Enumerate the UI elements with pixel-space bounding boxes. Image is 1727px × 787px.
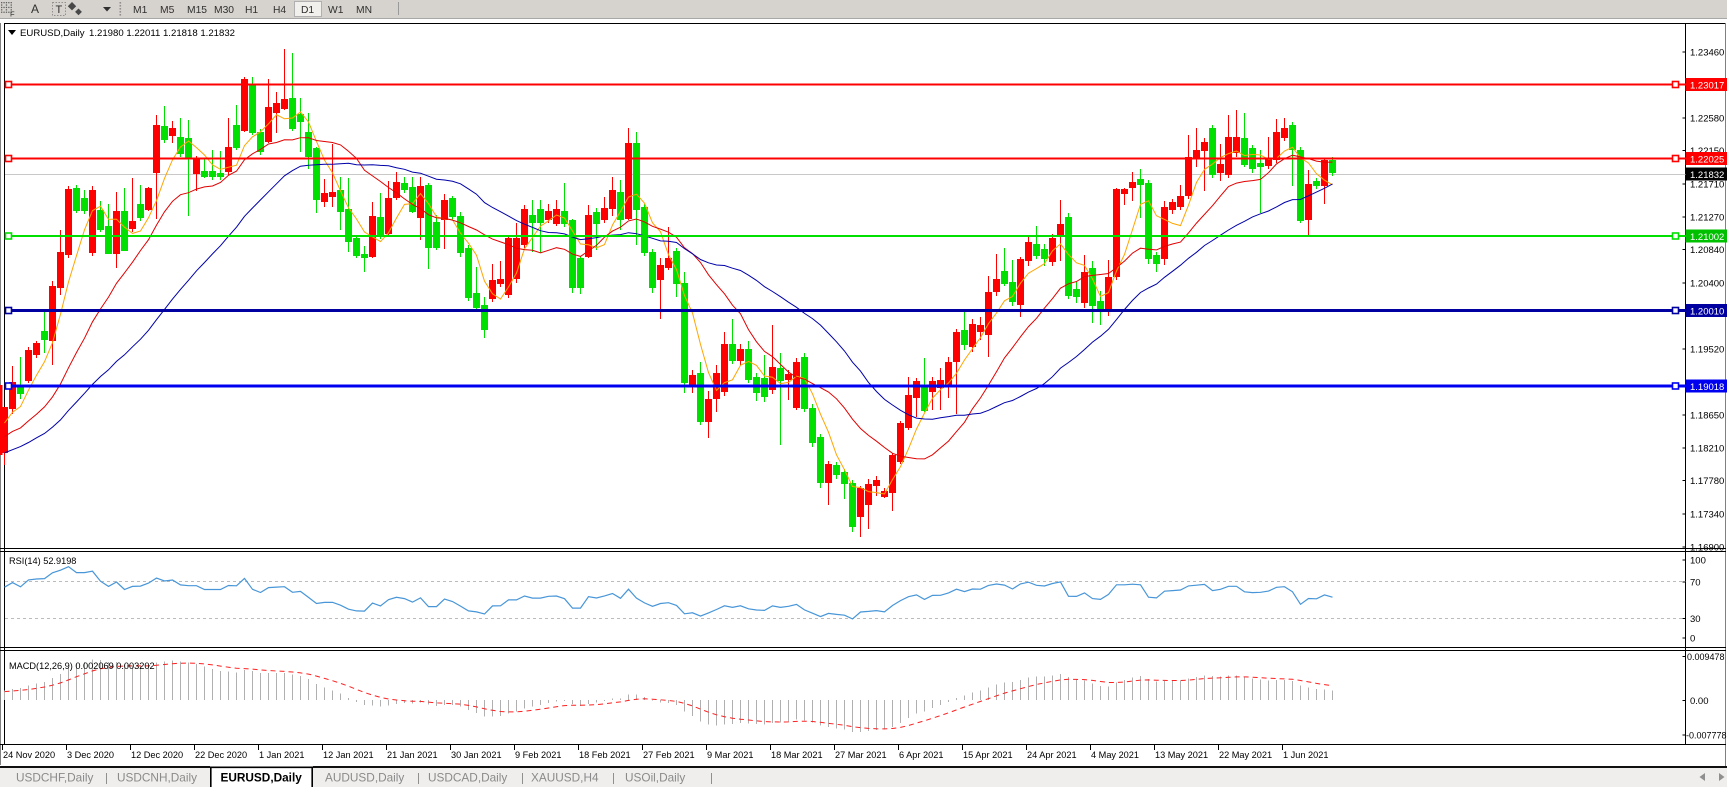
svg-text:15 Apr 2021: 15 Apr 2021 bbox=[963, 750, 1013, 760]
svg-text:22 May 2021: 22 May 2021 bbox=[1219, 750, 1272, 760]
svg-text:D1: D1 bbox=[301, 5, 314, 16]
svg-text:1.18650: 1.18650 bbox=[1690, 410, 1724, 421]
svg-text:XAUUSD,H4: XAUUSD,H4 bbox=[531, 771, 599, 785]
svg-text:100: 100 bbox=[1690, 556, 1706, 567]
svg-text:H1: H1 bbox=[245, 5, 258, 16]
svg-text:-0.007778: -0.007778 bbox=[1686, 731, 1727, 741]
svg-text:EURUSD,Daily: EURUSD,Daily bbox=[20, 28, 85, 39]
svg-text:18 Mar 2021: 18 Mar 2021 bbox=[771, 750, 823, 760]
svg-text:4 May 2021: 4 May 2021 bbox=[1091, 750, 1139, 760]
svg-text:H4: H4 bbox=[273, 5, 286, 16]
svg-text:1.20010: 1.20010 bbox=[1690, 307, 1724, 318]
svg-text:USDCNH,Daily: USDCNH,Daily bbox=[117, 771, 197, 785]
svg-text:1.21270: 1.21270 bbox=[1690, 213, 1724, 224]
svg-text:1.18210: 1.18210 bbox=[1690, 444, 1724, 455]
svg-text:|: | bbox=[710, 771, 713, 785]
svg-text:1.21980 1.22011 1.21818 1.2183: 1.21980 1.22011 1.21818 1.21832 bbox=[89, 28, 235, 39]
svg-text:1.22580: 1.22580 bbox=[1690, 114, 1724, 125]
svg-text:1.23460: 1.23460 bbox=[1690, 47, 1724, 58]
svg-text:9 Feb 2021: 9 Feb 2021 bbox=[515, 750, 562, 760]
svg-text:|: | bbox=[105, 771, 108, 785]
svg-text:MN: MN bbox=[356, 5, 372, 16]
svg-text:1.20400: 1.20400 bbox=[1690, 278, 1724, 289]
svg-text:24 Nov 2020: 24 Nov 2020 bbox=[3, 750, 55, 760]
svg-text:W1: W1 bbox=[328, 5, 344, 16]
svg-text:USDCHF,Daily: USDCHF,Daily bbox=[16, 771, 93, 785]
svg-text:F: F bbox=[10, 10, 15, 19]
svg-text:1.19018: 1.19018 bbox=[1690, 382, 1724, 393]
svg-text:USDCAD,Daily: USDCAD,Daily bbox=[428, 771, 507, 785]
svg-text:|: | bbox=[521, 771, 524, 785]
svg-text:22 Dec 2020: 22 Dec 2020 bbox=[195, 750, 247, 760]
svg-text:27 Feb 2021: 27 Feb 2021 bbox=[643, 750, 695, 760]
svg-text:USOil,Daily: USOil,Daily bbox=[625, 771, 685, 785]
svg-text:1.17780: 1.17780 bbox=[1690, 476, 1724, 487]
svg-text:18 Feb 2021: 18 Feb 2021 bbox=[579, 750, 631, 760]
svg-text:1.21710: 1.21710 bbox=[1690, 179, 1724, 190]
svg-text:9 Mar 2021: 9 Mar 2021 bbox=[707, 750, 753, 760]
svg-text:1.21832: 1.21832 bbox=[1690, 170, 1724, 181]
svg-text:1.16900: 1.16900 bbox=[1690, 543, 1724, 554]
svg-text:AUDUSD,Daily: AUDUSD,Daily bbox=[325, 771, 404, 785]
svg-text:0: 0 bbox=[1690, 634, 1695, 645]
svg-text:1.17340: 1.17340 bbox=[1690, 509, 1724, 520]
svg-text:1 Jun 2021: 1 Jun 2021 bbox=[1283, 750, 1328, 760]
svg-text:1.23017: 1.23017 bbox=[1690, 81, 1724, 92]
svg-text:0.009478: 0.009478 bbox=[1687, 652, 1725, 662]
svg-text:1 Jan 2021: 1 Jan 2021 bbox=[259, 750, 304, 760]
svg-text:6 Apr 2021: 6 Apr 2021 bbox=[899, 750, 943, 760]
svg-text:EURUSD,Daily: EURUSD,Daily bbox=[221, 771, 303, 785]
svg-text:M30: M30 bbox=[214, 5, 234, 16]
svg-text:|: | bbox=[417, 771, 420, 785]
svg-text:1.19520: 1.19520 bbox=[1690, 345, 1724, 356]
svg-text:21 Jan 2021: 21 Jan 2021 bbox=[387, 750, 438, 760]
svg-text:13 May 2021: 13 May 2021 bbox=[1155, 750, 1208, 760]
svg-text:1.21002: 1.21002 bbox=[1690, 232, 1724, 243]
svg-text:12 Jan 2021: 12 Jan 2021 bbox=[323, 750, 374, 760]
svg-text:0.00: 0.00 bbox=[1690, 696, 1709, 707]
svg-text:M1: M1 bbox=[133, 5, 148, 16]
svg-text:3 Dec 2020: 3 Dec 2020 bbox=[67, 750, 114, 760]
svg-text:1.20840: 1.20840 bbox=[1690, 245, 1724, 256]
svg-text:30 Jan 2021: 30 Jan 2021 bbox=[451, 750, 502, 760]
svg-text:T: T bbox=[56, 4, 63, 16]
svg-text:70: 70 bbox=[1690, 577, 1701, 588]
svg-text:27 Mar 2021: 27 Mar 2021 bbox=[835, 750, 887, 760]
svg-text:30: 30 bbox=[1690, 614, 1701, 625]
svg-text:MACD(12,26,9) 0.002069 0.00320: MACD(12,26,9) 0.002069 0.003202 bbox=[9, 661, 155, 671]
svg-text:M5: M5 bbox=[160, 5, 175, 16]
svg-text:M15: M15 bbox=[187, 5, 207, 16]
svg-text:RSI(14) 52.9198: RSI(14) 52.9198 bbox=[9, 556, 76, 566]
svg-text:24 Apr 2021: 24 Apr 2021 bbox=[1027, 750, 1077, 760]
svg-text:12 Dec 2020: 12 Dec 2020 bbox=[131, 750, 183, 760]
svg-text:A: A bbox=[31, 2, 39, 16]
svg-text:|: | bbox=[612, 771, 615, 785]
svg-text:1.22025: 1.22025 bbox=[1690, 155, 1724, 166]
svg-text:1.22150: 1.22150 bbox=[1690, 146, 1724, 157]
